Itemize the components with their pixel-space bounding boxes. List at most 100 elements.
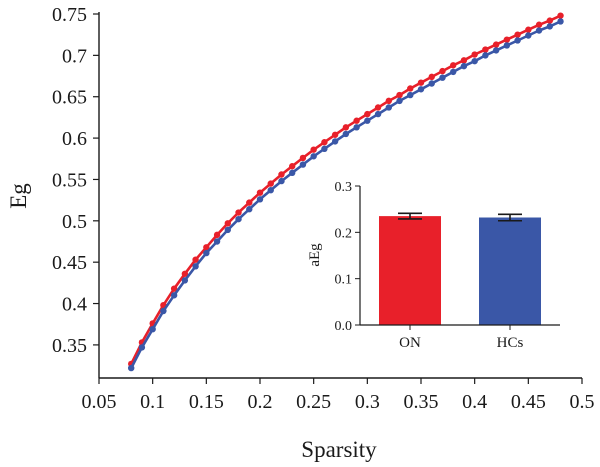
main-series-point — [213, 238, 221, 245]
main-series-point — [482, 46, 489, 53]
main-series-point — [503, 42, 511, 49]
main-series-point — [138, 344, 146, 351]
main-series-point — [546, 17, 553, 24]
main-axes: 0.05 0.1 0.15 0.2 0.25 0.3 0.35 0.4 0.45 0.5 0.35 0… — [52, 4, 595, 413]
main-series-point — [514, 31, 521, 38]
main-series-point — [192, 256, 199, 263]
main-x-tick-label: 0.2 — [248, 391, 273, 413]
main-y-tick-label: 0.5 — [62, 211, 87, 233]
main-series-point — [385, 104, 392, 111]
main-series-point — [267, 187, 274, 194]
main-y-tick-label: 0.7 — [62, 45, 87, 67]
main-y-tick-label: 0.55 — [52, 169, 87, 191]
main-x-tick-label: 0.4 — [462, 391, 487, 413]
main-series-point — [471, 57, 478, 65]
main-series-point — [203, 244, 210, 251]
main-series-point — [439, 67, 446, 75]
main-series-layer — [128, 12, 564, 372]
inset-bar-0 — [379, 216, 441, 325]
main-series-point — [450, 62, 457, 69]
inset-y-tick-label: 0.1 — [335, 273, 353, 288]
inset-category-label: HCs — [497, 335, 524, 351]
main-series-point — [310, 153, 317, 160]
main-series-point — [235, 209, 242, 216]
main-series-point — [353, 117, 360, 124]
main-x-axis-label: Sparsity — [301, 437, 377, 462]
main-series-point — [546, 23, 553, 30]
main-series-point — [525, 32, 532, 39]
main-x-tick-label: 0.35 — [404, 391, 439, 413]
main-series-point — [299, 154, 307, 162]
inset-y-tick-label: 0.3 — [335, 180, 353, 195]
main-series-point — [213, 231, 221, 239]
main-series-point — [417, 86, 425, 93]
main-series-point — [181, 277, 189, 284]
main-series-point — [557, 18, 564, 25]
main-series-point — [482, 52, 489, 59]
main-series-point — [525, 26, 532, 33]
main-series-point — [407, 85, 414, 92]
main-series-point — [149, 325, 156, 333]
main-series-point — [492, 41, 500, 48]
inset-category-label: ON — [399, 335, 421, 351]
main-series-point — [374, 110, 382, 118]
main-y-tick-label: 0.65 — [52, 87, 87, 109]
inset-bar-1 — [479, 217, 541, 325]
main-series-point — [428, 73, 435, 81]
main-series-0 — [128, 12, 564, 368]
main-series-point — [256, 189, 264, 196]
main-x-tick-label: 0.5 — [570, 391, 595, 413]
main-x-tick-label: 0.05 — [82, 391, 117, 413]
main-series-point — [310, 146, 317, 153]
main-series-point — [246, 206, 253, 213]
main-series-point — [278, 177, 285, 185]
main-series-point — [374, 104, 382, 111]
main-series-point — [503, 36, 511, 43]
main-series-point — [289, 163, 296, 170]
main-x-tick-label: 0.1 — [140, 391, 165, 413]
inset-axes: 0.0 0.1 0.2 0.3 ON HCs — [335, 180, 560, 351]
main-series-point — [278, 171, 285, 178]
main-series-point — [364, 117, 371, 124]
main-series-point — [321, 139, 328, 146]
main-y-tick-label: 0.6 — [62, 128, 87, 150]
inset-bars-layer — [379, 212, 541, 325]
main-x-tick-label: 0.15 — [189, 391, 224, 413]
main-series-point — [331, 131, 339, 138]
main-y-tick-label: 0.35 — [52, 335, 87, 357]
main-series-point — [460, 62, 468, 70]
main-series-point — [417, 79, 425, 86]
main-y-axis-label: Eg — [6, 183, 31, 209]
main-series-point — [299, 161, 307, 168]
main-series-point — [181, 270, 189, 277]
main-series-point — [170, 285, 178, 292]
main-series-point — [160, 307, 167, 315]
main-series-point — [460, 57, 468, 64]
main-series-point — [246, 199, 253, 206]
main-series-point — [396, 97, 403, 105]
main-series-point — [450, 68, 457, 76]
inset-y-tick-label: 0.2 — [335, 226, 353, 241]
inset-y-axis-label: aEg — [307, 243, 323, 267]
main-series-point — [203, 249, 210, 257]
main-series-point — [471, 51, 478, 58]
main-series-point — [439, 74, 446, 81]
main-series-point — [224, 226, 231, 234]
main-x-tick-label: 0.3 — [355, 391, 380, 413]
main-y-tick-label: 0.45 — [52, 252, 87, 274]
main-series-point — [256, 196, 264, 203]
main-series-point — [535, 27, 543, 34]
main-series-point — [492, 47, 500, 54]
main-x-tick-label: 0.45 — [511, 391, 546, 413]
main-series-point — [235, 215, 242, 223]
main-series-point — [267, 180, 274, 187]
main-series-point — [289, 169, 296, 177]
main-series-point — [514, 37, 521, 44]
main-series-point — [224, 220, 231, 227]
main-y-tick-label: 0.4 — [62, 294, 87, 316]
main-series-point — [428, 80, 435, 87]
main-series-point — [331, 138, 339, 145]
main-series-point — [385, 97, 392, 105]
